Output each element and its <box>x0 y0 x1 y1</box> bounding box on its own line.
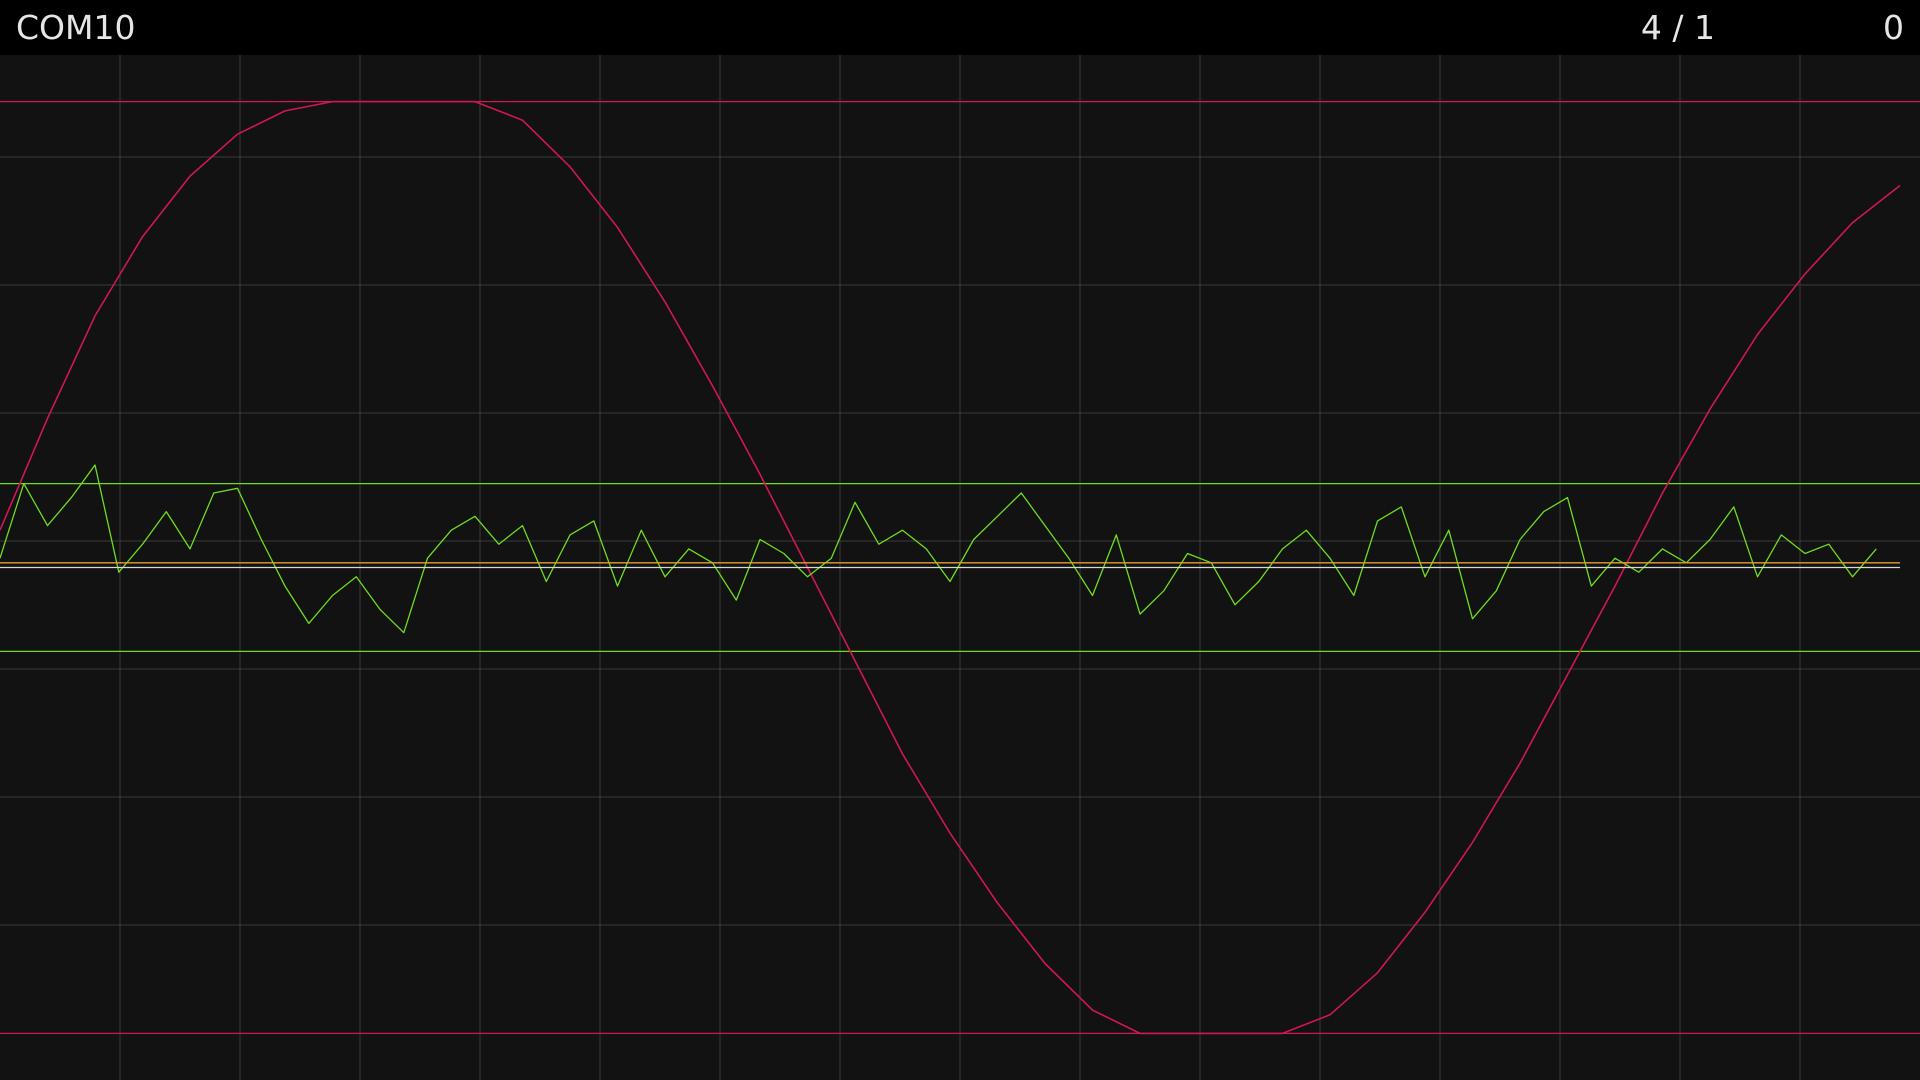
series-layer <box>0 102 1900 1034</box>
serial-port-label: COM10 <box>16 0 135 55</box>
plot-area[interactable] <box>0 55 1920 1080</box>
top-status-bar: COM10 4 / 1 0 <box>0 0 1920 55</box>
series-line-2 <box>0 465 1876 633</box>
plot-canvas <box>0 55 1920 1080</box>
scale-ratio-label: 4 / 1 <box>1641 0 1715 55</box>
sample-count-label: 0 <box>1883 0 1904 55</box>
